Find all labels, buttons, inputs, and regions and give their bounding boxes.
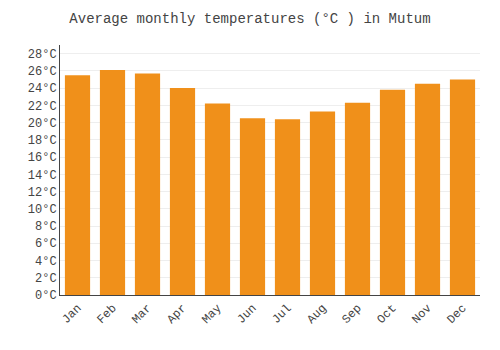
svg-text:Jan: Jan (59, 302, 84, 327)
svg-text:Jun: Jun (234, 302, 259, 327)
svg-text:22°C: 22°C (28, 100, 57, 114)
svg-text:6°C: 6°C (35, 237, 57, 251)
svg-text:20°C: 20°C (28, 117, 57, 131)
svg-text:Jul: Jul (269, 302, 294, 327)
svg-text:Oct: Oct (374, 302, 399, 327)
svg-text:May: May (199, 302, 224, 327)
svg-text:10°C: 10°C (28, 203, 57, 217)
svg-text:Sep: Sep (339, 302, 364, 327)
svg-text:Mar: Mar (129, 302, 154, 327)
svg-text:14°C: 14°C (28, 169, 57, 183)
svg-text:8°C: 8°C (35, 220, 57, 234)
svg-text:4°C: 4°C (35, 255, 57, 269)
svg-text:2°C: 2°C (35, 272, 57, 286)
svg-text:Nov: Nov (409, 302, 434, 327)
svg-text:28°C: 28°C (28, 48, 57, 62)
svg-text:24°C: 24°C (28, 82, 57, 96)
svg-text:26°C: 26°C (28, 65, 57, 79)
svg-text:Aug: Aug (304, 302, 329, 327)
svg-text:Average monthly temperatures (: Average monthly temperatures (°C ) in Mu… (69, 11, 430, 27)
svg-text:0°C: 0°C (35, 289, 57, 303)
svg-text:Dec: Dec (444, 302, 469, 327)
svg-text:12°C: 12°C (28, 186, 57, 200)
svg-text:16°C: 16°C (28, 151, 57, 165)
svg-text:Feb: Feb (94, 302, 119, 327)
svg-text:18°C: 18°C (28, 134, 57, 148)
svg-text:Apr: Apr (164, 302, 189, 327)
